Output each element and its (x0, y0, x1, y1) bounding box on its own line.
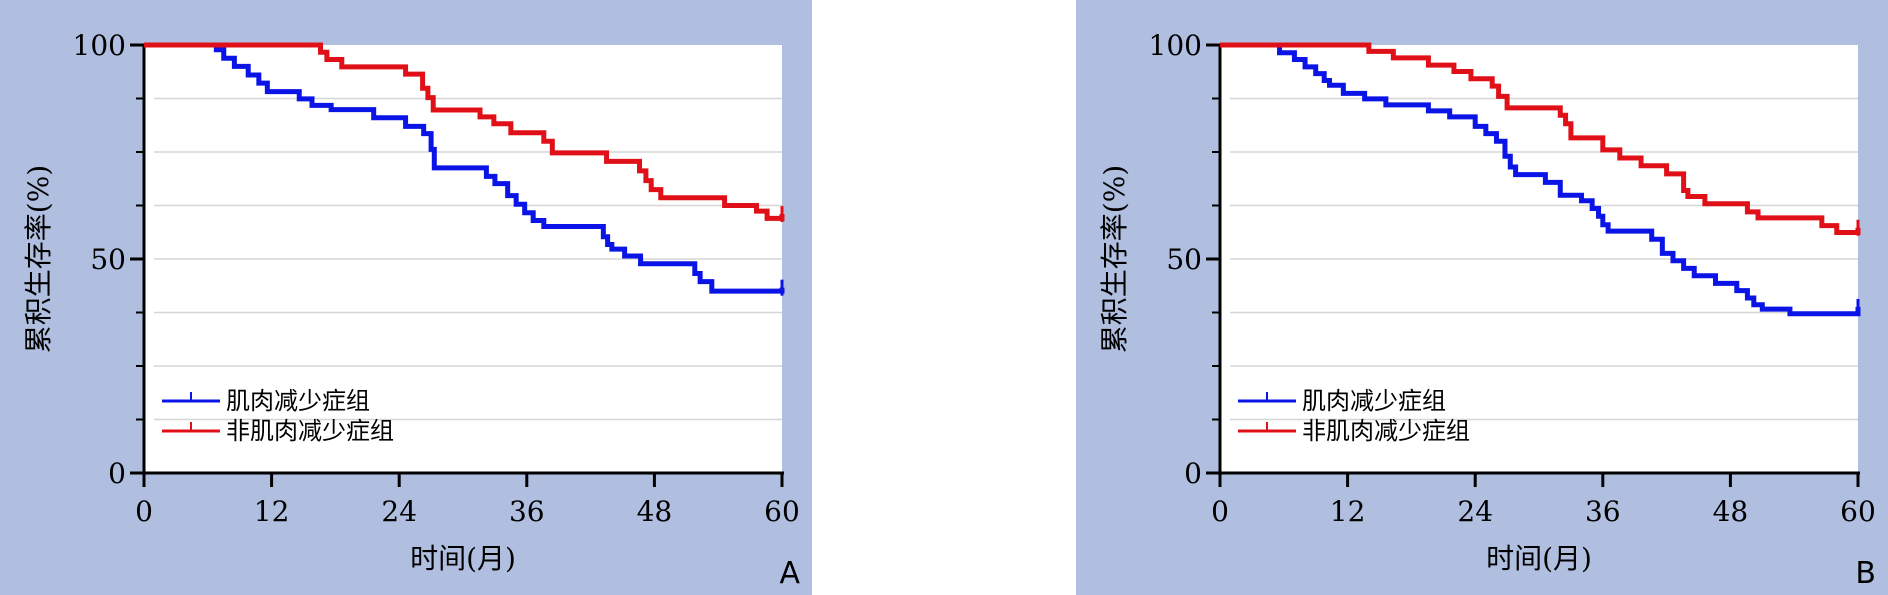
x-tick-label: 36 (1585, 495, 1621, 528)
x-tick-label: 36 (509, 495, 545, 528)
y-tick-label: 0 (108, 457, 126, 490)
survival-curve-2 (1220, 42, 1861, 235)
x-tick-label: 48 (637, 495, 673, 528)
km-chart-panel-b: 0 50 100 0 12 24 36 48 60 时间(月) 累积生存率(%) 肌肉减少症组 非肌肉减… (1076, 0, 1888, 595)
y-tick-label: 0 (1184, 457, 1202, 490)
y-axis-title: 累积生存率(%) (1098, 165, 1131, 353)
x-tick-label: 24 (381, 495, 417, 528)
panel-letter-a: A (779, 556, 800, 591)
panel-letter-b: B (1855, 556, 1876, 591)
y-tick-label: 50 (1166, 243, 1202, 276)
x-tick-label: 24 (1457, 495, 1493, 528)
x-tick-label: 12 (254, 495, 290, 528)
x-tick-label: 60 (1840, 495, 1876, 528)
y-tick-label: 100 (1149, 29, 1202, 62)
x-axis-title: 时间(月) (1486, 542, 1592, 575)
y-axis-title: 累积生存率(%) (22, 165, 55, 353)
y-tick-label: 100 (73, 29, 126, 62)
legend-label-1: 肌肉减少症组 (1302, 387, 1446, 415)
survival-curve-1 (1220, 42, 1861, 317)
survival-curve-2 (144, 42, 785, 221)
x-tick-label: 12 (1330, 495, 1366, 528)
x-tick-label: 48 (1713, 495, 1749, 528)
km-chart-b-svg: 0 50 100 0 12 24 36 48 60 时间(月) 累积生存率(%) 肌肉减少症组非肌肉减… (1098, 29, 1876, 575)
x-tick-label: 60 (764, 495, 800, 528)
km-chart-a-svg: 0 50 100 0 12 24 36 48 60 时间(月) 累积生存率(%) 肌肉减少症组非肌肉减… (22, 29, 800, 575)
y-tick-label: 50 (90, 243, 126, 276)
legend-label-2: 非肌肉减少症组 (1302, 417, 1470, 445)
legend-label-1: 肌肉减少症组 (226, 387, 370, 415)
x-tick-label: 0 (1211, 495, 1229, 528)
survival-curve-1 (144, 42, 785, 294)
x-axis-title: 时间(月) (410, 542, 516, 575)
legend-label-2: 非肌肉减少症组 (226, 417, 394, 445)
km-chart-panel-a: 0 50 100 0 12 24 36 48 60 时间(月) 累积生存率(%) 肌肉减少症组 非肌肉减… (0, 0, 812, 595)
x-tick-label: 0 (135, 495, 153, 528)
